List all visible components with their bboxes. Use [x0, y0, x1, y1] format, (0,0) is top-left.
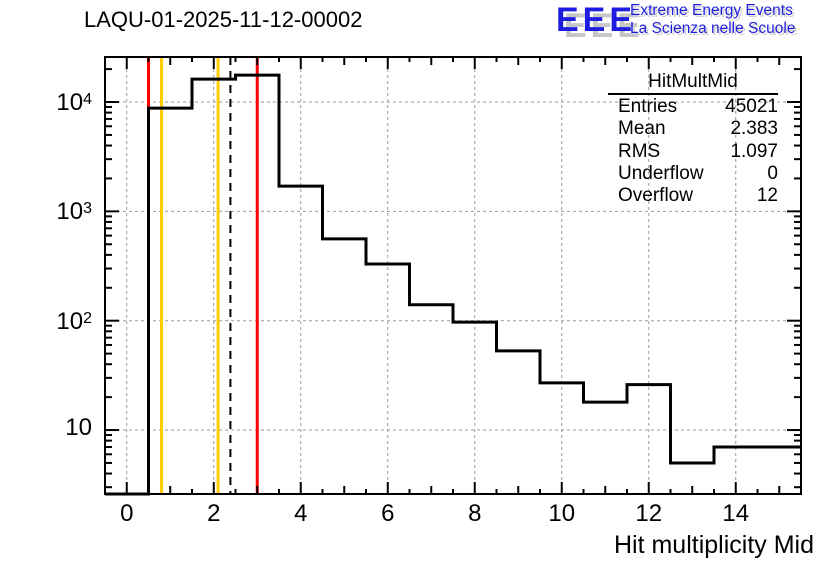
x-tick-label: 14	[722, 500, 750, 527]
x-tick-label: 8	[468, 500, 482, 527]
x-tick-label: 0	[120, 500, 134, 527]
stats-label: Mean	[618, 118, 666, 140]
x-tick-label: 10	[548, 500, 576, 527]
stats-row-entries: Entries 45021	[608, 96, 778, 118]
stats-row-overflow: Overflow 12	[608, 185, 778, 207]
y-tick-label: 104	[56, 89, 92, 116]
stats-row-rms: RMS 1.097	[608, 141, 778, 163]
stats-row-mean: Mean 2.383	[608, 118, 778, 140]
plot-title: LAQU-01-2025-11-12-00002	[84, 7, 363, 32]
stats-label: Entries	[618, 96, 678, 117]
stats-box-rows: Entries 45021 Mean 2.383 RMS 1.097 Under…	[608, 96, 778, 207]
stats-value: 45021	[725, 96, 778, 117]
stats-box: HitMultMid Entries 45021 Mean 2.383 RMS …	[608, 72, 778, 207]
stats-value: 1.097	[730, 140, 778, 162]
x-axis-title: Hit multiplicity Mid	[613, 531, 814, 559]
stats-value: 12	[756, 185, 778, 207]
eee-logo-text: Extreme Energy Events La Scienza nelle S…	[630, 2, 795, 38]
x-tick-label: 6	[381, 500, 395, 527]
y-tick-label: 103	[56, 198, 92, 226]
x-tick-label: 2	[207, 500, 221, 527]
y-tick-label: 102	[56, 307, 92, 335]
stats-value: 2.383	[730, 118, 778, 140]
stats-box-title: HitMultMid	[608, 72, 778, 95]
x-tick-label: 4	[294, 500, 308, 527]
stats-label: Underflow	[618, 162, 704, 184]
eee-logo-line2: La Scienza nelle Scuole	[630, 20, 796, 37]
y-tick-label: 10	[65, 414, 92, 442]
histogram-step-line	[105, 73, 801, 496]
stats-label: RMS	[618, 140, 661, 162]
stats-label: Overflow	[618, 185, 693, 207]
eee-logo-acronym: EEE	[556, 1, 637, 39]
eee-logo-line1: Extreme Energy Events	[630, 2, 793, 19]
stats-row-underflow: Underflow 0	[608, 163, 778, 185]
stats-value: 0	[767, 162, 778, 184]
x-tick-label: 12	[635, 500, 663, 527]
